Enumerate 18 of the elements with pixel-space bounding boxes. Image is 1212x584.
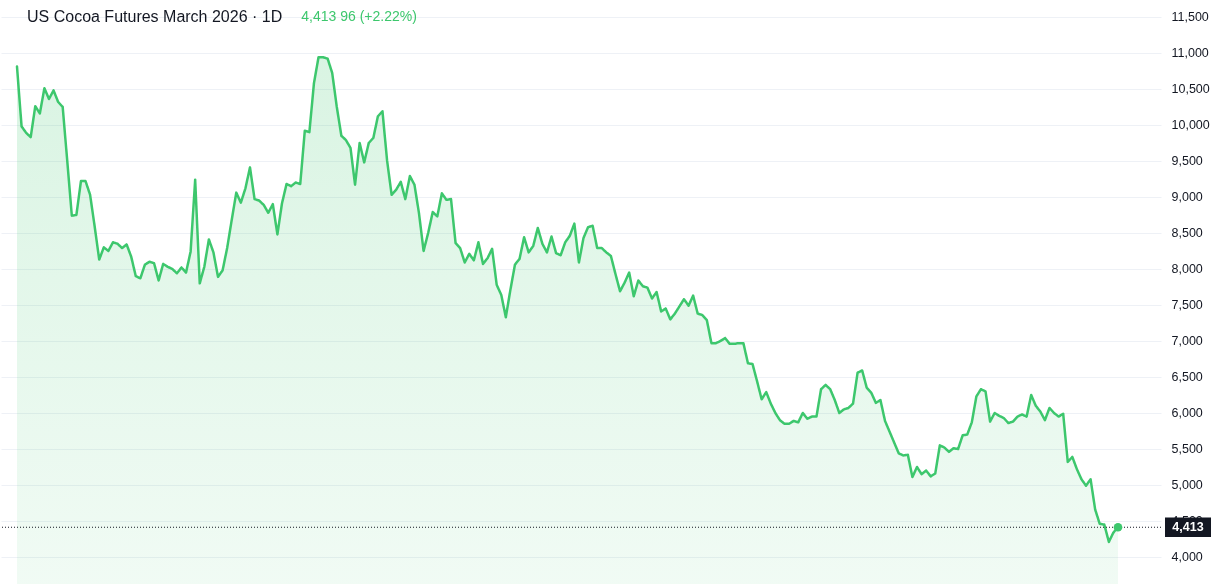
y-tick-label: 5,500 bbox=[1171, 442, 1203, 457]
y-tick-label: 7,500 bbox=[1171, 298, 1203, 313]
y-tick-label: 9,500 bbox=[1171, 154, 1203, 169]
y-tick-label: 10,500 bbox=[1171, 82, 1210, 97]
ref-line-label: 4,413 bbox=[1172, 520, 1204, 535]
chart-title: US Cocoa Futures March 2026 · 1D bbox=[27, 8, 283, 25]
y-tick-label: 6,000 bbox=[1171, 406, 1203, 421]
y-tick-label: 8,000 bbox=[1171, 262, 1203, 277]
y-tick-label: 8,500 bbox=[1171, 226, 1203, 241]
text: 4,413 96 (+2.22%) bbox=[301, 8, 417, 24]
y-tick-label: 7,000 bbox=[1171, 334, 1203, 349]
y-tick-label: 11,000 bbox=[1171, 46, 1209, 61]
y-tick-label: 5,000 bbox=[1171, 478, 1203, 493]
y-tick-label: 10,000 bbox=[1171, 118, 1210, 133]
y-tick-label: 9,000 bbox=[1171, 190, 1203, 205]
y-tick-label: 6,500 bbox=[1171, 370, 1203, 385]
y-tick-label: 4,000 bbox=[1171, 550, 1203, 565]
y-tick-label: 11,500 bbox=[1171, 10, 1209, 25]
